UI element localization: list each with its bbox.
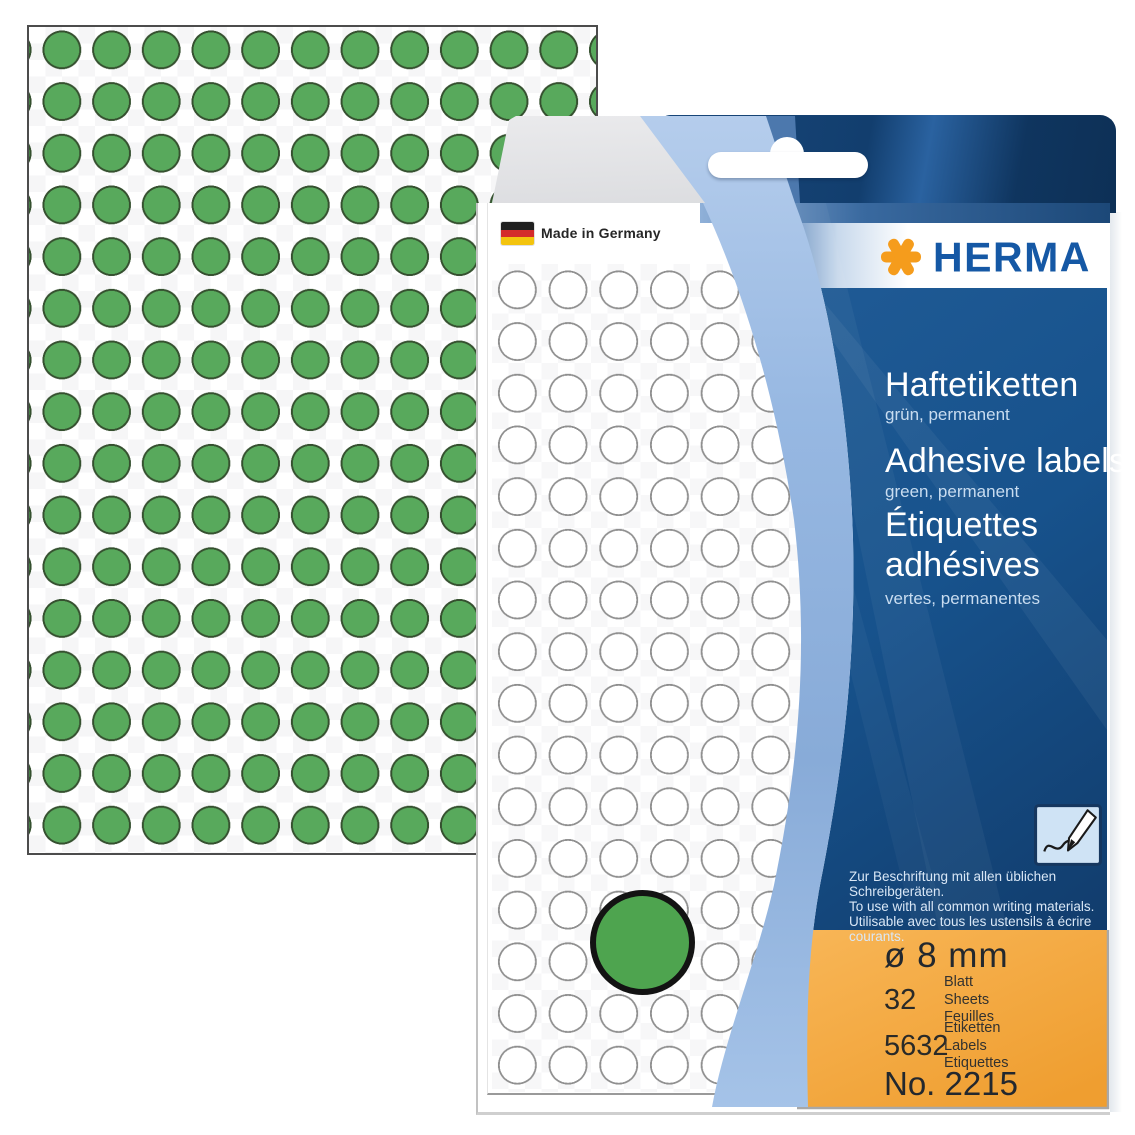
title-fr-line2: adhésives	[885, 546, 1040, 584]
usage-note: Zur Beschriftung mit allen üblichen Schr…	[849, 869, 1135, 944]
hanger-slot-hole	[708, 152, 868, 178]
brand-name: HERMA	[933, 233, 1091, 280]
navy-panel	[795, 203, 1107, 1107]
flag-stripe-gold	[501, 237, 534, 245]
flag-stripe-black	[501, 222, 534, 230]
subtitle-fr: vertes, permanentes	[885, 589, 1040, 608]
brand-logo: HERMA	[880, 231, 1091, 283]
sheets-unit-fr: Feuilles	[944, 1009, 994, 1025]
labels-unit-en: Labels	[944, 1037, 987, 1054]
box-artwork	[635, 116, 1110, 1110]
orange-spec-panel	[797, 930, 1107, 1107]
sheets-count: 32	[884, 983, 917, 1016]
sheets-unit-labels: Blatt Sheets Feuilles	[944, 974, 994, 1027]
labels-count: 5632	[884, 1029, 949, 1062]
flag-stripe-red	[501, 229, 534, 238]
labels-unit-fr: Etiquettes	[944, 1055, 1009, 1071]
brand-band	[780, 223, 1107, 288]
german-flag-icon	[501, 222, 534, 245]
subtitle-de: grün, permanent	[885, 405, 1010, 424]
usage-note-en: To use with all common writing materials…	[849, 899, 1095, 914]
sample-green-dot	[590, 890, 695, 995]
usage-note-de: Zur Beschriftung mit allen üblichen Schr…	[849, 869, 1057, 899]
usage-note-fr: Utilisable avec tous les ustensils à écr…	[849, 914, 1092, 944]
title-de: Haftetiketten	[885, 366, 1079, 404]
title-fr-line1: Étiquettes	[885, 506, 1039, 544]
title-en: Adhesive labels	[885, 442, 1127, 480]
labels-unit-labels: Etiketten Labels Etiquettes	[944, 1020, 1009, 1073]
herma-asterisk-icon	[881, 238, 921, 276]
box-fold-lip	[700, 203, 1110, 223]
spec-sheets-row: 32 Blatt Sheets Feuilles	[884, 974, 994, 1027]
spec-diameter: ø 8 mm	[884, 936, 1009, 975]
made-in-germany-label: Made in Germany	[541, 225, 661, 241]
sheets-unit-en: Sheets	[944, 991, 990, 1008]
subtitle-en: green, permanent	[885, 482, 1020, 501]
box-side-edge	[1107, 212, 1122, 1112]
light-blue-swath	[635, 116, 854, 1107]
pencil-icon	[1034, 804, 1102, 866]
sheets-unit-de: Blatt	[944, 974, 974, 990]
labels-unit-de: Etiketten	[944, 1020, 1001, 1036]
spec-labels-row: 5632 Etiketten Labels Etiquettes	[884, 1020, 1009, 1073]
item-number: No. 2215	[884, 1065, 1018, 1102]
